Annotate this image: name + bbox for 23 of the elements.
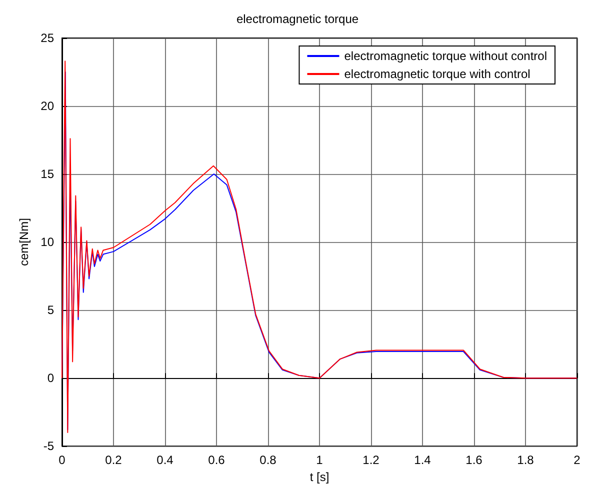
legend-label: electromagnetic torque with control [344,67,530,81]
x-axis-title: t [s] [310,470,330,484]
legend-label: electromagnetic torque without control [344,49,548,63]
y-axis-title: cem[Nm] [16,218,31,266]
y-tick-label: 10 [40,235,54,250]
y-tick-label: 5 [47,303,54,318]
y-tick-label: 0 [47,371,54,386]
y-tick-label: -5 [43,439,54,454]
x-tick-label: 1.8 [517,453,534,468]
x-tick-label: 0.4 [156,453,174,468]
x-tick-label: 1.4 [414,453,432,468]
x-tick-label: 1.2 [362,453,380,468]
x-tick-label: 0 [58,453,66,468]
x-tick-label: 1 [316,453,324,468]
chart-title: electromagnetic torque [236,12,359,26]
y-tick-label: 25 [40,31,54,45]
x-tick-label: 1.6 [466,453,483,468]
x-tick-label: 0.2 [105,453,122,468]
y-tick-label: 20 [40,99,54,114]
x-tick-label: 2 [574,453,581,468]
y-tick-label: 15 [40,167,54,182]
x-tick-label: 0.6 [208,453,226,468]
x-tick-label: 0.8 [260,453,277,468]
